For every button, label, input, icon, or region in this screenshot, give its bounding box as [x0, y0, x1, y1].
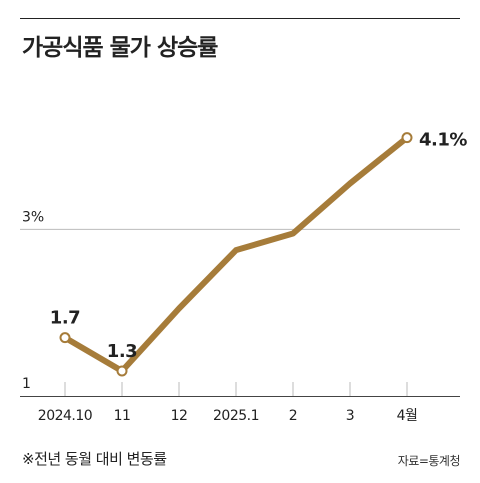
source-note: 자료=통계청	[397, 454, 461, 468]
y-tick-label: 3%	[22, 209, 44, 225]
x-tick-label: 11	[114, 408, 131, 424]
x-tick-label: 2025.1	[213, 408, 259, 424]
data-point-marker	[59, 332, 71, 344]
data-label: 4.1%	[419, 130, 467, 151]
data-point-marker	[401, 132, 413, 144]
chart-title: 가공식품 물가 상승률	[22, 35, 218, 61]
footnote: ※전년 동월 대비 변동률	[22, 450, 167, 468]
series-line	[62, 134, 410, 374]
x-tick-label: 3	[346, 408, 354, 424]
x-tick-label: 2	[289, 408, 297, 424]
data-point-marker	[116, 365, 128, 377]
data-label: 1.3	[107, 341, 137, 362]
x-tick-label: 12	[171, 408, 188, 424]
x-tick-label: 4월	[397, 408, 418, 424]
y-tick-label: 1	[22, 376, 31, 392]
x-tick-label: 2024.10	[38, 408, 92, 424]
data-label: 1.7	[50, 308, 80, 329]
